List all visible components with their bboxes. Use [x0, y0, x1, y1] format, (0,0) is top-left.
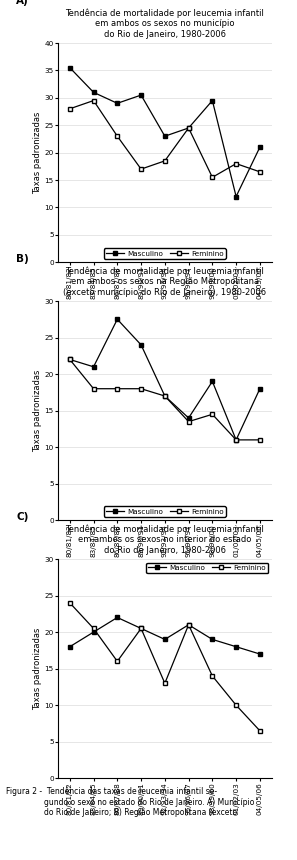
Feminino	[163, 678, 167, 688]
Feminino	[211, 409, 214, 420]
Feminino	[116, 656, 119, 667]
Feminino	[258, 435, 262, 445]
Feminino	[139, 624, 143, 634]
Masculino	[258, 648, 262, 659]
Line: Feminino: Feminino	[67, 600, 262, 734]
Legend: Masculino, Feminino: Masculino, Feminino	[146, 562, 268, 573]
Masculino	[68, 63, 72, 73]
Feminino	[234, 158, 238, 169]
Masculino	[116, 314, 119, 324]
Line: Feminino: Feminino	[67, 98, 262, 180]
Text: Tendência de mortalidade por leucemia infantil
em ambos os sexos no interior do : Tendência de mortalidade por leucemia in…	[65, 525, 264, 555]
Feminino	[234, 700, 238, 710]
Feminino	[68, 103, 72, 114]
Masculino	[116, 612, 119, 623]
Masculino	[163, 635, 167, 645]
Text: C): C)	[16, 512, 29, 522]
Text: Tendência de mortalidade por leucemia infantil
em ambos os sexos na Região Metro: Tendência de mortalidade por leucemia in…	[63, 267, 266, 297]
Masculino	[211, 635, 214, 645]
Feminino	[187, 416, 190, 427]
Masculino	[139, 624, 143, 634]
Legend: Masculino, Feminino: Masculino, Feminino	[104, 249, 226, 259]
Feminino	[139, 164, 143, 175]
Feminino	[258, 726, 262, 736]
Masculino	[163, 390, 167, 401]
Masculino	[234, 642, 238, 652]
Masculino	[187, 413, 190, 423]
Masculino	[258, 384, 262, 394]
Feminino	[92, 384, 95, 394]
Legend: Masculino, Feminino: Masculino, Feminino	[104, 507, 226, 517]
Feminino	[139, 384, 143, 394]
Masculino	[139, 340, 143, 350]
Text: A): A)	[16, 0, 29, 6]
Feminino	[211, 671, 214, 681]
Feminino	[187, 619, 190, 630]
Feminino	[163, 390, 167, 401]
Feminino	[116, 131, 119, 141]
Masculino	[163, 131, 167, 141]
Feminino	[92, 95, 95, 106]
Masculino	[116, 98, 119, 108]
Masculino	[234, 435, 238, 445]
Feminino	[116, 384, 119, 394]
Masculino	[92, 627, 95, 637]
Masculino	[211, 377, 214, 387]
Masculino	[187, 619, 190, 630]
Feminino	[163, 156, 167, 166]
Text: Figura 2 -  Tendência das taxas de leucemia infantil se-
                gundo o: Figura 2 - Tendência das taxas de leucem…	[6, 787, 254, 817]
Masculino	[92, 87, 95, 97]
Masculino	[139, 90, 143, 101]
Feminino	[187, 123, 190, 133]
Masculino	[92, 361, 95, 372]
Feminino	[211, 172, 214, 182]
Line: Masculino: Masculino	[67, 65, 262, 199]
Y-axis label: Taxas padronizadas: Taxas padronizadas	[33, 112, 42, 194]
Masculino	[187, 123, 190, 133]
Line: Masculino: Masculino	[67, 615, 262, 656]
Masculino	[258, 142, 262, 152]
Text: B): B)	[16, 254, 29, 264]
Feminino	[68, 598, 72, 608]
Feminino	[258, 167, 262, 177]
Text: Tendência de mortalidade por leucemia infantil
em ambos os sexos no município
do: Tendência de mortalidade por leucemia in…	[65, 9, 264, 39]
Masculino	[68, 354, 72, 365]
Masculino	[68, 642, 72, 652]
Y-axis label: Taxas padronizadas: Taxas padronizadas	[33, 370, 42, 452]
Feminino	[234, 435, 238, 445]
Feminino	[68, 354, 72, 365]
Feminino	[92, 624, 95, 634]
Line: Masculino: Masculino	[67, 316, 262, 442]
Masculino	[234, 192, 238, 202]
Line: Feminino: Feminino	[67, 357, 262, 442]
Masculino	[211, 95, 214, 106]
Y-axis label: Taxas padronizadas: Taxas padronizadas	[33, 628, 42, 709]
